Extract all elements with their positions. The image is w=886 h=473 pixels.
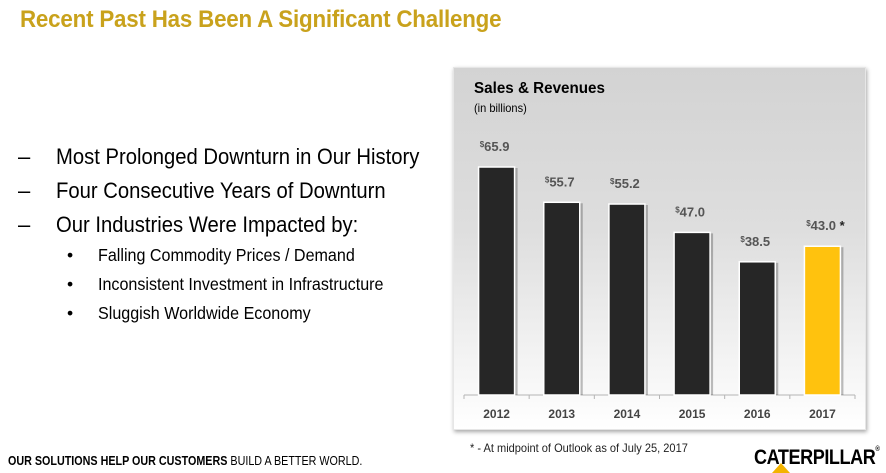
- registered-mark: ®: [875, 446, 880, 453]
- bullet-text: Falling Commodity Prices / Demand: [98, 245, 355, 265]
- category-label: 2015: [679, 407, 706, 421]
- tagline-bold: OUR SOLUTIONS HELP OUR CUSTOMERS: [8, 454, 228, 468]
- bullet-marker: •: [67, 274, 74, 294]
- bullet-text: Our Industries Were Impacted by:: [56, 212, 359, 237]
- value-label: $65.9: [480, 139, 510, 154]
- bullet-text: Four Consecutive Years of Downturn: [56, 178, 386, 203]
- logo-triangle-icon: [772, 463, 790, 473]
- category-label: 2017: [809, 407, 836, 421]
- chart-footnote: * - At midpoint of Outlook as of July 25…: [470, 441, 688, 455]
- dash-marker: –: [18, 178, 31, 203]
- tagline-regular: BUILD A BETTER WORLD.: [227, 454, 363, 468]
- chart-subtitle: (in billions): [474, 101, 527, 115]
- category-label: 2016: [744, 407, 771, 421]
- bar-2015: [673, 231, 711, 396]
- value-label: $55.7: [545, 174, 575, 189]
- bullet-text: Inconsistent Investment in Infrastructur…: [98, 274, 384, 294]
- bar-2017: [803, 245, 842, 396]
- bullet-marker: •: [67, 245, 74, 265]
- bullet-text: Sluggish Worldwide Economy: [98, 303, 311, 323]
- value-label: $38.5: [740, 234, 770, 249]
- slide-title: Recent Past Has Been A Significant Chall…: [20, 6, 502, 33]
- dash-marker: –: [18, 144, 31, 169]
- category-label: 2012: [483, 407, 510, 421]
- tagline: OUR SOLUTIONS HELP OUR CUSTOMERS BUILD A…: [8, 454, 362, 468]
- bar-2016: [738, 261, 776, 396]
- bar-chart: $65.9 2012 $55.7 2013 $55.2 2014 $47.0 2015 $38.…: [463, 139, 856, 421]
- dash-marker: –: [18, 212, 31, 237]
- bar-2014: [608, 203, 646, 396]
- bullet-marker: •: [67, 303, 74, 323]
- value-label: $47.0: [675, 204, 705, 219]
- chart-panel: Sales & Revenues (in billions) $65.9 2012…: [453, 67, 866, 430]
- bar-2012: [477, 166, 516, 396]
- bullet-text: Most Prolonged Downturn in Our History: [56, 144, 420, 169]
- bar-2013: [543, 201, 581, 396]
- category-label: 2013: [548, 407, 575, 421]
- category-label: 2014: [614, 407, 641, 421]
- chart-title: Sales & Revenues: [474, 80, 605, 97]
- value-label: $43.0 *: [806, 218, 845, 233]
- value-label: $55.2: [610, 176, 640, 191]
